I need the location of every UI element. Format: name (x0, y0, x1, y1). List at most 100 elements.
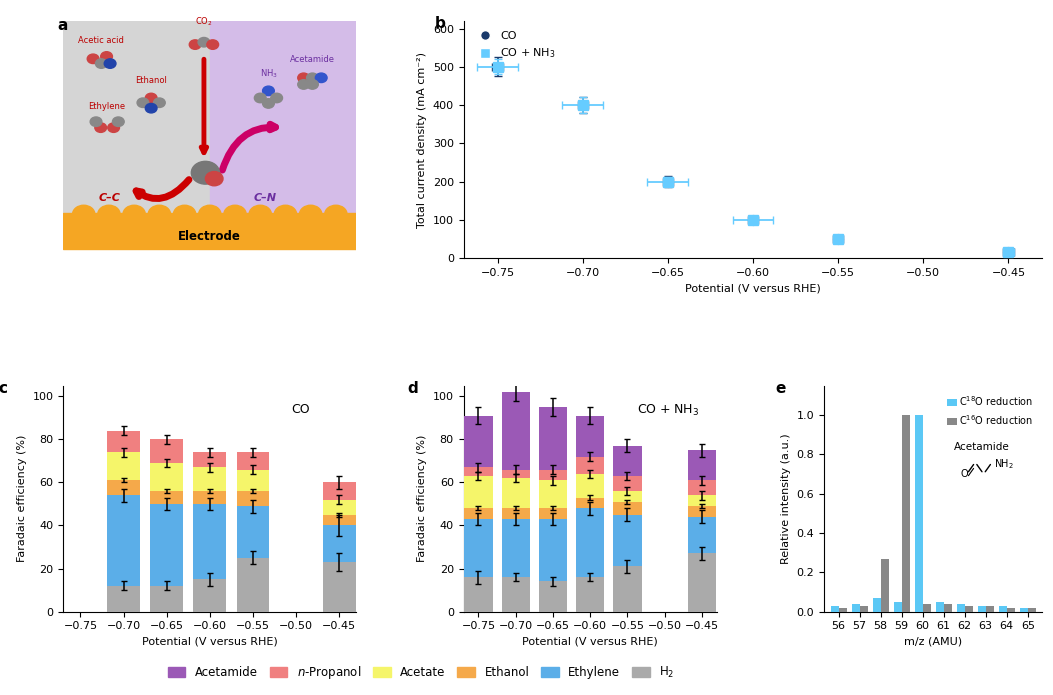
Bar (194, 467, 226, 491)
Circle shape (206, 40, 219, 49)
Circle shape (306, 80, 318, 89)
Bar (63, 21, 210, 218)
Circle shape (145, 93, 157, 103)
Bar (539, 508, 568, 519)
Bar (894, 602, 901, 612)
Circle shape (275, 205, 297, 223)
Bar (922, 604, 931, 612)
Text: b: b (435, 16, 445, 31)
Text: Acetamide: Acetamide (954, 443, 1010, 452)
Bar (151, 491, 183, 504)
Bar (613, 476, 641, 491)
Circle shape (298, 80, 310, 89)
Circle shape (192, 161, 219, 184)
Bar (576, 474, 604, 498)
Bar (986, 606, 994, 612)
Y-axis label: Faradaic efficiency (%): Faradaic efficiency (%) (417, 435, 428, 562)
Circle shape (224, 205, 246, 223)
Text: a: a (57, 19, 67, 33)
Text: NH$_2$: NH$_2$ (994, 457, 1014, 471)
Text: NH$_3$: NH$_3$ (260, 67, 277, 80)
Circle shape (104, 59, 116, 68)
Circle shape (315, 73, 327, 83)
Text: d: d (408, 381, 418, 396)
Circle shape (262, 99, 275, 108)
Bar (237, 506, 270, 558)
Bar (998, 606, 1007, 612)
Circle shape (306, 73, 318, 83)
Circle shape (96, 59, 107, 68)
Circle shape (98, 205, 120, 223)
Bar (613, 446, 641, 476)
Bar (323, 515, 356, 525)
Circle shape (198, 38, 210, 47)
Text: e: e (776, 381, 787, 396)
Circle shape (324, 205, 347, 223)
Circle shape (107, 123, 119, 132)
Circle shape (123, 205, 145, 223)
Bar (151, 439, 183, 463)
Circle shape (87, 54, 99, 63)
Bar (107, 480, 140, 496)
Circle shape (73, 205, 95, 223)
Bar (576, 498, 604, 508)
Text: Ethanol: Ethanol (135, 76, 167, 85)
Bar (464, 508, 493, 519)
Bar (688, 517, 716, 553)
Circle shape (298, 73, 310, 83)
Bar (464, 577, 493, 612)
Bar (576, 416, 604, 457)
Bar (613, 491, 641, 502)
Circle shape (113, 117, 124, 126)
Bar (852, 604, 859, 612)
Bar (151, 463, 183, 491)
Bar (957, 604, 965, 612)
Y-axis label: Total current density (mA cm⁻²): Total current density (mA cm⁻²) (417, 51, 428, 227)
Bar (688, 480, 716, 496)
Bar (539, 407, 568, 470)
Legend: Acetamide, $n$-Propanol, Acetate, Ethanol, Ethylene, H$_2$: Acetamide, $n$-Propanol, Acetate, Ethano… (163, 659, 679, 686)
Bar (901, 415, 910, 612)
Bar (501, 392, 530, 470)
Bar (237, 470, 270, 491)
Bar (107, 452, 140, 480)
Bar (323, 525, 356, 562)
Circle shape (145, 104, 157, 113)
Text: C–N: C–N (254, 193, 277, 203)
Bar (613, 502, 641, 515)
Bar (464, 467, 493, 476)
Bar (464, 416, 493, 467)
Bar (539, 480, 568, 508)
Circle shape (95, 123, 106, 132)
Text: c: c (0, 381, 7, 396)
Circle shape (255, 93, 266, 103)
X-axis label: m/z (AMU): m/z (AMU) (905, 637, 962, 647)
Bar (859, 606, 868, 612)
Bar (107, 431, 140, 452)
Bar (151, 504, 183, 586)
Text: C–C: C–C (98, 193, 120, 203)
Bar (194, 580, 226, 612)
Bar (501, 577, 530, 612)
Bar (237, 558, 270, 612)
Text: CO + NH$_3$: CO + NH$_3$ (637, 403, 699, 418)
Bar (613, 566, 641, 612)
Bar (501, 478, 530, 508)
Circle shape (91, 117, 102, 126)
Circle shape (262, 86, 275, 96)
Bar (688, 496, 716, 506)
Circle shape (174, 205, 196, 223)
Bar (1007, 607, 1015, 612)
Circle shape (148, 205, 171, 223)
Bar (323, 500, 356, 515)
Bar (194, 491, 226, 504)
Bar (1019, 607, 1028, 612)
Bar (576, 508, 604, 577)
Y-axis label: Faradaic efficiency (%): Faradaic efficiency (%) (17, 435, 27, 562)
Bar (539, 582, 568, 612)
Circle shape (205, 172, 223, 186)
Circle shape (271, 93, 282, 103)
Legend: C$^{18}$O reduction, C$^{16}$O reduction: C$^{18}$O reduction, C$^{16}$O reduction (942, 391, 1037, 431)
Circle shape (190, 40, 201, 49)
Bar (107, 586, 140, 612)
